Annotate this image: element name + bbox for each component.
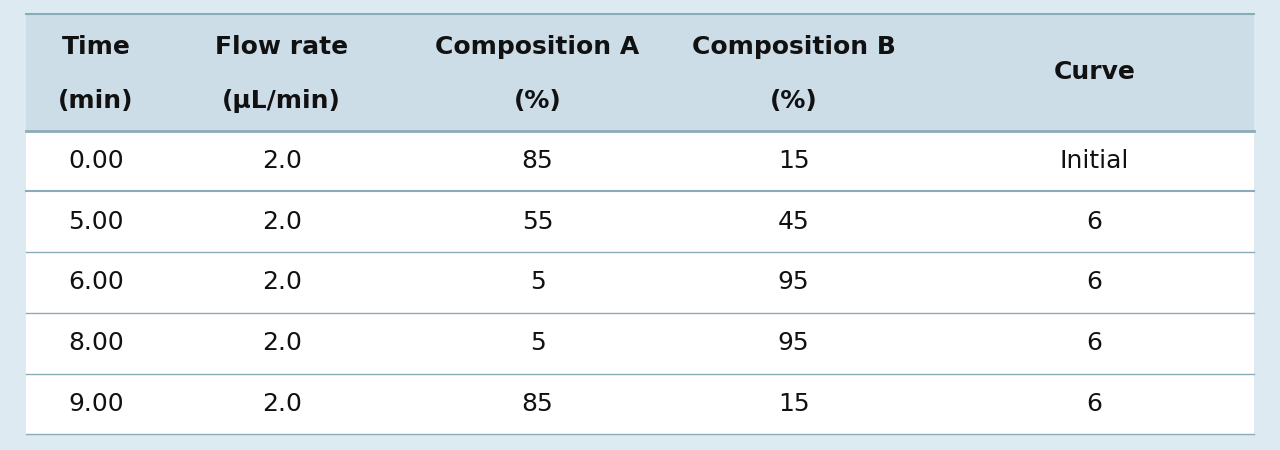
Text: (min): (min) (59, 89, 133, 113)
Text: Composition A: Composition A (435, 35, 640, 59)
FancyBboxPatch shape (26, 374, 1254, 434)
Text: Initial: Initial (1060, 149, 1129, 173)
Text: Curve: Curve (1053, 60, 1135, 84)
Text: 95: 95 (778, 331, 809, 355)
Text: 55: 55 (522, 210, 553, 234)
Text: 2.0: 2.0 (261, 270, 302, 294)
Text: 15: 15 (778, 392, 809, 416)
Text: 0.00: 0.00 (68, 149, 124, 173)
FancyBboxPatch shape (26, 313, 1254, 374)
Text: 6: 6 (1087, 270, 1102, 294)
Text: 95: 95 (778, 270, 809, 294)
Text: 45: 45 (778, 210, 809, 234)
Text: 2.0: 2.0 (261, 149, 302, 173)
Text: 5.00: 5.00 (68, 210, 124, 234)
Text: 5: 5 (530, 270, 545, 294)
Text: 5: 5 (530, 331, 545, 355)
Text: 9.00: 9.00 (68, 392, 124, 416)
Text: 2.0: 2.0 (261, 210, 302, 234)
Text: (μL/min): (μL/min) (223, 89, 340, 113)
FancyBboxPatch shape (26, 191, 1254, 252)
FancyBboxPatch shape (26, 14, 1254, 130)
Text: 85: 85 (522, 392, 553, 416)
Text: (%): (%) (513, 89, 562, 113)
Text: 6: 6 (1087, 210, 1102, 234)
FancyBboxPatch shape (26, 130, 1254, 191)
Text: 6: 6 (1087, 331, 1102, 355)
Text: 6: 6 (1087, 392, 1102, 416)
Text: 2.0: 2.0 (261, 331, 302, 355)
Text: Time: Time (61, 35, 131, 59)
Text: 85: 85 (522, 149, 553, 173)
Text: Composition B: Composition B (691, 35, 896, 59)
FancyBboxPatch shape (26, 252, 1254, 313)
Text: 15: 15 (778, 149, 809, 173)
Text: Flow rate: Flow rate (215, 35, 348, 59)
Text: 6.00: 6.00 (68, 270, 124, 294)
Text: 2.0: 2.0 (261, 392, 302, 416)
Text: (%): (%) (769, 89, 818, 113)
Text: 8.00: 8.00 (68, 331, 124, 355)
